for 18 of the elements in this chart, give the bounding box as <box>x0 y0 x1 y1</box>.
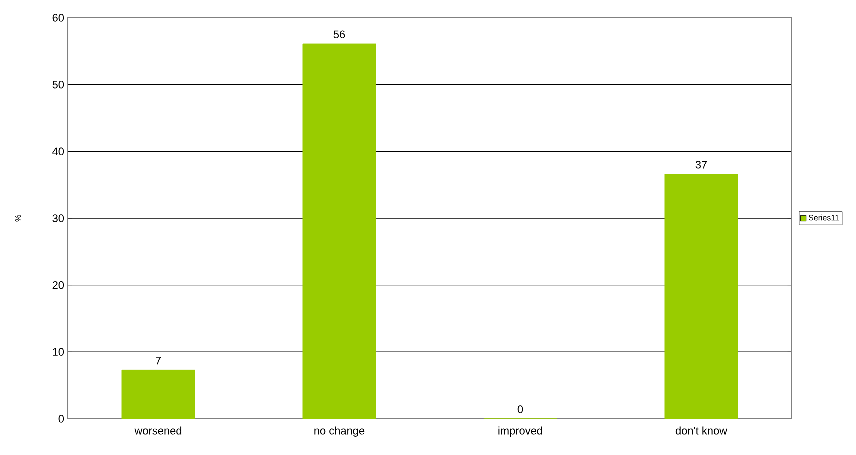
data-label: 0 <box>518 406 524 414</box>
bar <box>122 370 196 420</box>
data-label: 56 <box>334 30 346 38</box>
x-tick-label: improved <box>498 426 542 437</box>
y-tick-label: 60 <box>52 14 64 22</box>
x-tick-label: worsened <box>134 426 182 435</box>
y-tick-label: 30 <box>52 214 64 222</box>
data-label: 7 <box>156 357 162 365</box>
y-tick-label: 50 <box>52 80 64 89</box>
x-tick-label: don't know <box>676 426 728 435</box>
data-label: 37 <box>696 161 708 169</box>
y-tick-label: 10 <box>53 348 64 356</box>
y-tick-label: 40 <box>52 148 64 156</box>
bar <box>664 174 738 420</box>
y-tick-label: 20 <box>52 281 64 290</box>
y-tick-label: 0 <box>58 415 64 423</box>
x-tick-label: no change <box>314 426 365 437</box>
bar <box>302 44 376 420</box>
